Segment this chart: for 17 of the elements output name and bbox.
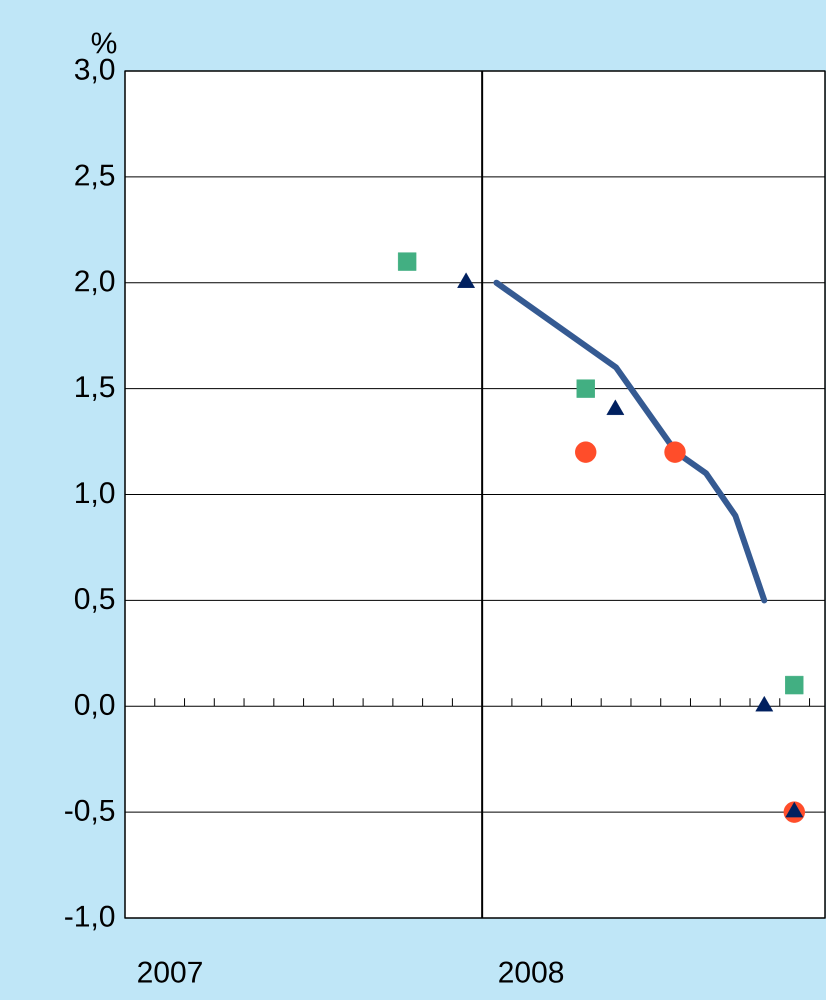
point [575, 441, 596, 463]
point [398, 252, 416, 271]
point [664, 441, 686, 463]
y-tick-label: 1,5 [76, 376, 114, 401]
y-tick-label: 0,0 [74, 694, 114, 719]
point [576, 379, 595, 398]
y-tick-label: 0,5 [74, 588, 114, 613]
y-axis-title: % [92, 32, 116, 54]
point [785, 676, 804, 694]
x-tick-label: 2007 [138, 962, 202, 983]
y-tick-label: -1,0 [65, 906, 114, 930]
y-tick-label: 2,5 [75, 164, 114, 190]
y-tick-label: 3,0 [74, 58, 114, 84]
y-tick-label: 2,0 [75, 270, 114, 296]
y-tick-label: -0,5 [65, 800, 114, 825]
x-tick-label: 2008 [499, 962, 564, 983]
y-tick-label: 1,0 [76, 482, 114, 507]
